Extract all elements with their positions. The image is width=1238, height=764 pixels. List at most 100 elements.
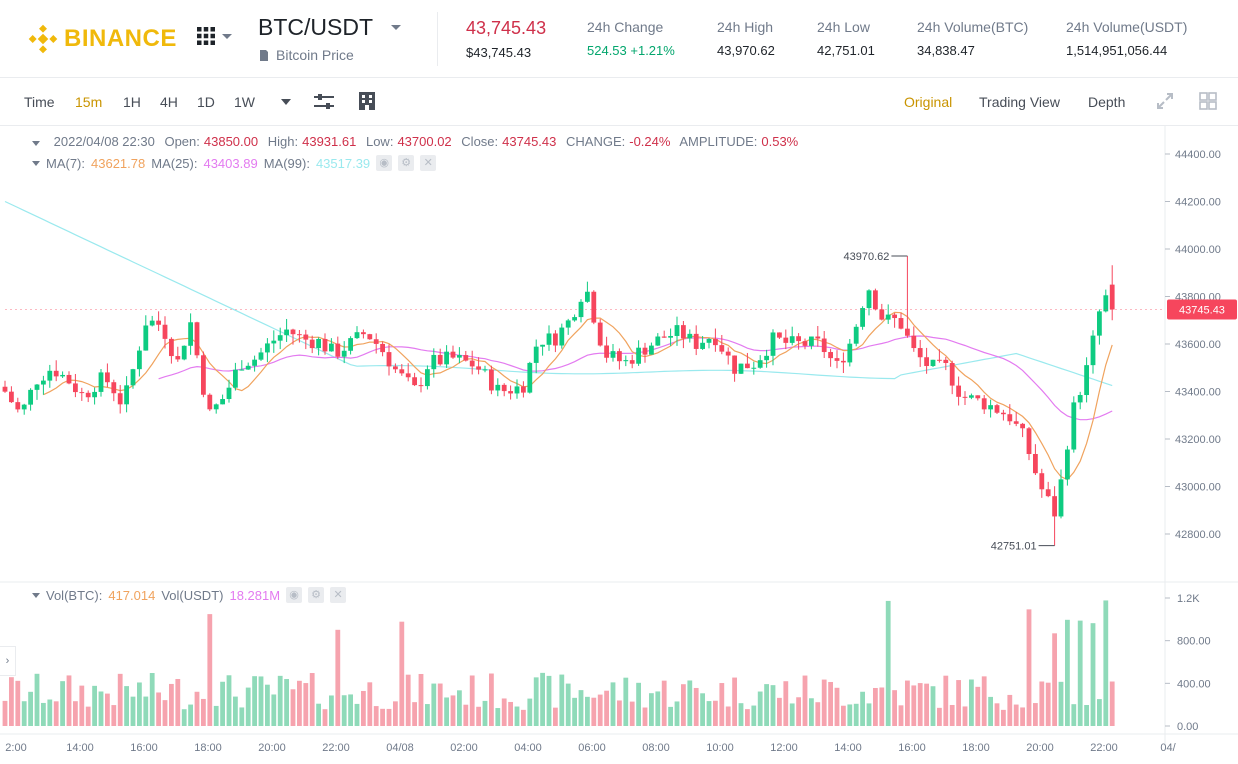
ma99-line: [4, 200, 1113, 387]
volume-bar: [476, 706, 481, 726]
candle-body: [969, 395, 974, 398]
volume-bar: [386, 708, 392, 726]
candle-body: [412, 377, 417, 386]
indicator-settings-icon[interactable]: [313, 92, 335, 112]
binance-logo[interactable]: BINANCE: [28, 24, 177, 54]
volume-bar: [207, 614, 213, 726]
settings-icon[interactable]: ⚙: [398, 155, 415, 171]
volume-bar: [482, 700, 488, 726]
candle-body: [188, 322, 193, 346]
candle-body: [316, 338, 321, 349]
volume-bar: [220, 681, 225, 726]
candle-body: [399, 369, 405, 374]
collapse-caret-icon[interactable]: [32, 592, 40, 598]
candle-body: [98, 372, 104, 392]
candle-body: [565, 320, 571, 328]
candle-body: [892, 314, 897, 319]
volume-bar: [828, 681, 833, 726]
collapse-caret-icon[interactable]: [32, 141, 40, 146]
volume-tick-label: 0.00: [1177, 721, 1198, 733]
volume-bar: [514, 706, 520, 726]
volume-bar: [757, 691, 763, 726]
tab-4h[interactable]: 4H: [160, 94, 178, 110]
ma25-value: 43403.89: [203, 155, 258, 171]
eye-icon[interactable]: ◉: [286, 587, 303, 603]
volume-bar: [297, 680, 302, 726]
volume-bar: [53, 701, 59, 726]
chevron-down-icon[interactable]: [391, 25, 401, 30]
candle-body: [873, 290, 878, 310]
tab-15m[interactable]: 15m: [75, 94, 103, 110]
candle-body: [34, 384, 40, 390]
vol-btc-label: Vol(BTC):: [46, 587, 103, 603]
close-icon[interactable]: ✕: [330, 587, 347, 603]
volume-bar: [751, 705, 757, 726]
candle-body: [79, 392, 85, 394]
close-icon[interactable]: ✕: [420, 155, 437, 171]
candle-body: [367, 334, 373, 340]
tab-1h[interactable]: 1H: [123, 94, 141, 110]
candle-body: [469, 360, 475, 367]
last-price-block: 43,745.43 $43,745.43: [466, 18, 546, 60]
candle-body: [194, 322, 200, 356]
pair-subtitle-link[interactable]: Bitcoin Price: [276, 47, 354, 63]
candle-body: [1090, 335, 1096, 366]
low-value: 43700.02: [397, 134, 452, 149]
candle-body: [1052, 496, 1057, 517]
candle-body: [9, 391, 14, 403]
volume-bar: [937, 707, 942, 726]
volume-bar: [834, 687, 840, 726]
volume-bar: [463, 704, 469, 726]
layout-grid-icon[interactable]: [1199, 92, 1217, 110]
candle-body: [553, 333, 558, 346]
chart-area[interactable]: 44400.00 44200.00 44000.00 43800.00 43600.00…: [0, 126, 1238, 764]
volume-bar: [860, 691, 865, 726]
building-icon[interactable]: [358, 91, 376, 111]
volume-bar: [399, 621, 405, 726]
candle-body: [674, 325, 680, 336]
collapse-caret-icon[interactable]: [32, 160, 40, 166]
volume-bar: [687, 680, 693, 726]
candle-body: [47, 370, 53, 381]
view-depth[interactable]: Depth: [1088, 94, 1126, 110]
view-original[interactable]: Original: [904, 94, 953, 110]
candle-body: [821, 338, 827, 353]
candle-body: [1039, 473, 1045, 490]
tab-time[interactable]: Time: [24, 94, 55, 110]
volume-bar: [885, 600, 891, 726]
volume-bar: [988, 696, 993, 726]
fullscreen-icon[interactable]: [1156, 92, 1174, 110]
volume-bar: [841, 705, 846, 726]
pair-selector[interactable]: BTC/USDT Bitcoin Price: [258, 14, 401, 63]
amplitude-value: 0.53%: [761, 134, 799, 149]
volume-bar: [956, 680, 961, 726]
candle-body: [457, 355, 462, 358]
candle-body: [719, 345, 725, 352]
settings-icon[interactable]: ⚙: [308, 587, 325, 603]
more-timeframes-chevron-icon[interactable]: [281, 99, 291, 105]
candle-body: [1001, 412, 1006, 415]
eye-icon[interactable]: ◉: [376, 155, 393, 171]
volume-bar: [1058, 681, 1064, 726]
view-trading-view[interactable]: Trading View: [979, 94, 1060, 110]
ma99-label: MA(99):: [263, 155, 310, 171]
candle-body: [623, 360, 629, 362]
volume-bar: [111, 705, 117, 726]
volume-bar: [309, 673, 315, 726]
apps-menu-button[interactable]: [196, 26, 232, 46]
expand-panel-button[interactable]: ›: [0, 646, 16, 676]
volume-bar: [60, 681, 65, 726]
low-marker-label: 42751.01: [991, 541, 1037, 553]
tab-1w[interactable]: 1W: [234, 94, 255, 110]
tab-1d[interactable]: 1D: [197, 94, 215, 110]
time-tick-label: 04/08: [386, 742, 414, 754]
pair-name: BTC/USDT: [258, 14, 373, 40]
candlestick-chart[interactable]: 44400.0044200.0044000.0043800.0043600.00…: [0, 126, 1238, 764]
high-label: High:: [267, 134, 299, 149]
volume-bar: [361, 690, 366, 726]
time-tick-label: 20:00: [1026, 742, 1054, 754]
volume-bar: [239, 707, 245, 726]
volume-bar: [879, 687, 885, 726]
candle-body: [911, 335, 917, 349]
vol-usdt-label: Vol(USDT): [161, 587, 224, 603]
